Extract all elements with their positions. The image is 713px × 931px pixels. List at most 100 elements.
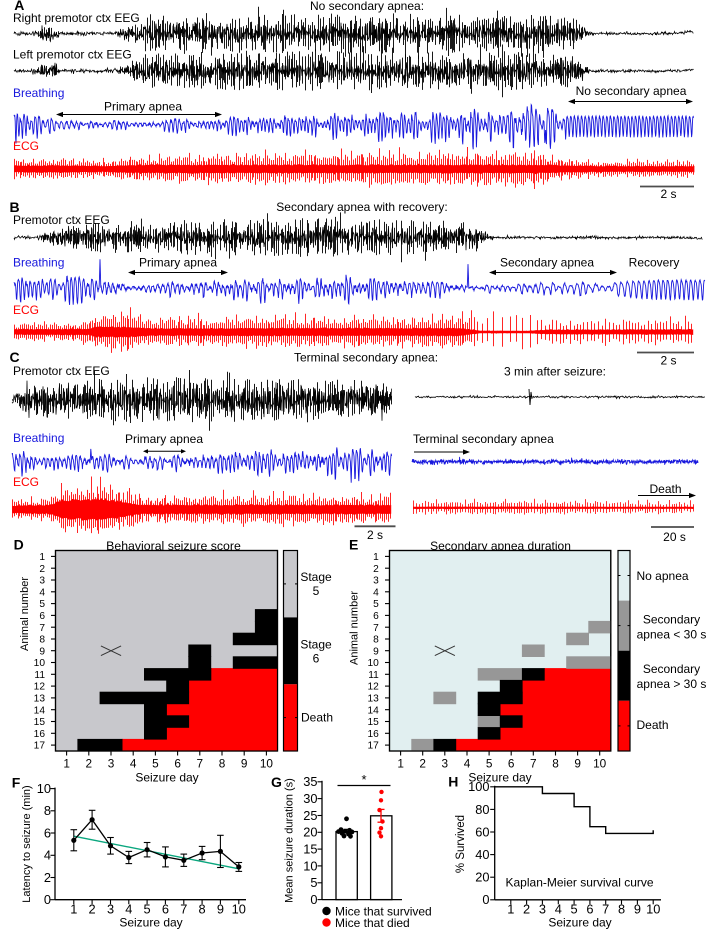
svg-text:6: 6: [162, 902, 169, 917]
svg-text:Animal number: Animal number: [349, 591, 361, 665]
svg-text:15: 15: [34, 717, 46, 728]
svg-text:H: H: [448, 774, 458, 790]
svg-text:3: 3: [442, 757, 449, 771]
svg-text:5: 5: [152, 757, 159, 771]
svg-text:ECG: ECG: [13, 475, 39, 489]
svg-text:10: 10: [37, 781, 51, 796]
svg-text:Death: Death: [637, 718, 669, 732]
svg-text:Latency to seizure (min): Latency to seizure (min): [21, 785, 33, 902]
svg-text:10: 10: [34, 658, 46, 669]
svg-text:5: 5: [39, 599, 45, 610]
svg-text:Death: Death: [649, 482, 681, 496]
svg-text:1: 1: [507, 902, 514, 917]
svg-text:ECG: ECG: [13, 303, 39, 317]
svg-text:1: 1: [373, 552, 379, 563]
svg-text:Secondary: Secondary: [643, 662, 700, 676]
svg-text:3: 3: [107, 902, 114, 917]
svg-text:1: 1: [70, 902, 77, 917]
svg-text:0: 0: [310, 892, 317, 907]
svg-text:3 min after seizure:: 3 min after seizure:: [504, 365, 606, 379]
svg-text:6: 6: [508, 757, 515, 771]
svg-text:6: 6: [373, 611, 379, 622]
svg-text:5: 5: [313, 584, 320, 598]
svg-text:C: C: [10, 349, 20, 365]
svg-text:apnea < 30 s: apnea < 30 s: [637, 628, 707, 642]
svg-text:2: 2: [523, 902, 530, 917]
svg-text:E: E: [349, 537, 358, 553]
svg-text:8: 8: [552, 757, 559, 771]
svg-text:D: D: [14, 537, 24, 553]
svg-text:1: 1: [39, 552, 45, 563]
svg-text:9: 9: [373, 646, 379, 657]
svg-text:20 s: 20 s: [663, 530, 686, 544]
svg-text:60: 60: [475, 824, 489, 839]
svg-text:Animal number: Animal number: [19, 577, 31, 651]
svg-text:40: 40: [475, 847, 489, 862]
svg-text:Breathing: Breathing: [13, 431, 64, 445]
svg-text:B: B: [10, 199, 20, 215]
svg-text:4: 4: [44, 848, 51, 863]
svg-text:Mean seizure duration (s): Mean seizure duration (s): [284, 778, 296, 903]
svg-text:3: 3: [373, 576, 379, 587]
svg-text:16: 16: [367, 729, 379, 740]
svg-text:Primary apnea: Primary apnea: [104, 100, 182, 114]
svg-text:15: 15: [303, 842, 317, 857]
svg-text:No secondary apnea: No secondary apnea: [576, 84, 687, 98]
svg-text:Seizure day: Seizure day: [119, 916, 182, 930]
svg-text:Primary apnea: Primary apnea: [139, 256, 217, 270]
svg-text:11: 11: [34, 670, 45, 681]
svg-text:7: 7: [373, 623, 379, 634]
svg-text:A: A: [14, 0, 24, 13]
svg-text:12: 12: [367, 682, 379, 693]
svg-text:11: 11: [368, 670, 379, 681]
svg-text:15: 15: [367, 717, 379, 728]
svg-text:Premotor ctx EEG: Premotor ctx EEG: [13, 213, 110, 227]
svg-text:9: 9: [39, 646, 45, 657]
svg-text:10: 10: [646, 902, 660, 917]
svg-text:12: 12: [34, 682, 46, 693]
svg-text:Breathing: Breathing: [13, 86, 64, 100]
svg-text:apnea > 30 s: apnea > 30 s: [637, 677, 707, 691]
svg-text:10: 10: [232, 902, 246, 917]
svg-text:Left premotor ctx EEG: Left premotor ctx EEG: [13, 48, 132, 62]
svg-text:4: 4: [39, 587, 45, 598]
svg-text:4: 4: [130, 757, 137, 771]
svg-text:Seizure day: Seizure day: [548, 916, 611, 930]
svg-text:7: 7: [39, 623, 45, 634]
svg-text:% Survived: % Survived: [455, 815, 467, 873]
svg-text:Mice that died: Mice that died: [335, 916, 410, 930]
svg-text:3: 3: [108, 757, 115, 771]
svg-text:8: 8: [618, 902, 625, 917]
svg-text:F: F: [12, 775, 21, 791]
svg-text:20: 20: [475, 870, 489, 885]
svg-text:5: 5: [373, 599, 379, 610]
svg-text:14: 14: [34, 705, 46, 716]
svg-text:6: 6: [174, 757, 181, 771]
svg-text:Terminal secondary apnea: Terminal secondary apnea: [413, 432, 554, 446]
svg-text:3: 3: [39, 576, 45, 587]
svg-text:0: 0: [482, 892, 489, 907]
svg-text:Secondary apnea duration: Secondary apnea duration: [430, 539, 571, 553]
svg-text:2 s: 2 s: [660, 187, 676, 201]
svg-text:80: 80: [475, 802, 489, 817]
svg-text:8: 8: [219, 757, 226, 771]
svg-text:25: 25: [303, 808, 317, 823]
svg-text:2: 2: [86, 757, 93, 771]
svg-text:4: 4: [373, 587, 379, 598]
svg-text:Secondary apnea with recovery:: Secondary apnea with recovery:: [276, 200, 447, 214]
svg-text:35: 35: [303, 774, 317, 789]
svg-text:1: 1: [397, 757, 404, 771]
svg-text:17: 17: [34, 741, 46, 752]
svg-text:7: 7: [602, 902, 609, 917]
svg-text:1: 1: [63, 757, 70, 771]
svg-text:16: 16: [34, 729, 46, 740]
svg-text:Primary apnea: Primary apnea: [125, 432, 203, 446]
svg-text:10: 10: [367, 658, 379, 669]
svg-text:Stage: Stage: [300, 638, 332, 652]
svg-text:Seizure day: Seizure day: [468, 771, 531, 785]
svg-text:4: 4: [125, 902, 132, 917]
svg-text:2: 2: [39, 564, 45, 575]
svg-text:Death: Death: [301, 711, 333, 725]
svg-text:8: 8: [44, 803, 51, 818]
svg-text:2 s: 2 s: [660, 354, 676, 368]
